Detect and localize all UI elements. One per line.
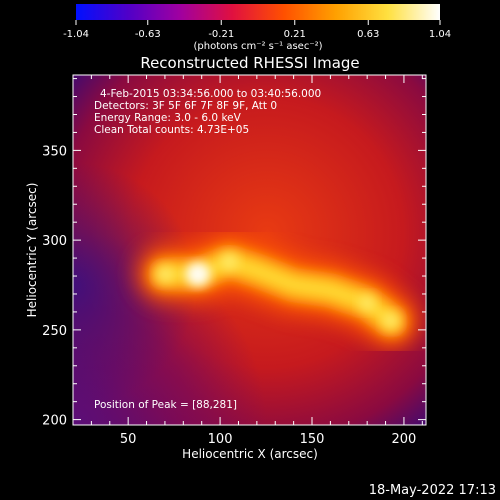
x-axis-ticks: 50 100 150 200: [90, 75, 423, 447]
chart-title: Reconstructed RHESSI Image: [140, 54, 359, 72]
ridge-hotspot: [221, 253, 238, 270]
y-axis-ticks: 200 250 300 350: [42, 78, 426, 429]
colorbar-gradient: [76, 4, 440, 20]
y-tick-label: 350: [42, 144, 67, 159]
ridge-hotspot: [359, 295, 375, 311]
colorbar-tick-label: -0.21: [208, 29, 234, 40]
heatmap-ridge: [135, 232, 421, 350]
heatmap-image: [73, 75, 426, 425]
y-tick-label: 250: [42, 324, 67, 339]
annotation-line: Energy Range: 3.0 - 6.0 keV: [94, 112, 242, 124]
y-tick-label: 300: [42, 234, 67, 249]
colorbar-tick-label: 1.04: [429, 29, 451, 40]
colorbar-units: (photons cm⁻² s⁻¹ asec⁻²): [193, 41, 322, 52]
x-tick-label: 150: [300, 432, 325, 447]
x-axis-label: Heliocentric X (arcsec): [182, 447, 318, 461]
colorbar-tick-label: 0.21: [284, 29, 306, 40]
colorbar-tick-label: -0.63: [135, 29, 161, 40]
annotation-block: 4-Feb-2015 03:34:56.000 to 03:40:56.000D…: [94, 88, 321, 136]
peak-label: Position of Peak = [88,281]: [94, 399, 237, 411]
plot-frame: [72, 74, 427, 426]
annotation-line: 4-Feb-2015 03:34:56.000 to 03:40:56.000: [100, 88, 321, 100]
annotation-line: Detectors: 3F 5F 6F 7F 8F 9F, Att 0: [94, 100, 277, 112]
y-tick-label: 200: [42, 414, 67, 429]
colorbar-tick-label: 0.63: [357, 29, 379, 40]
colorbar-ticks: -1.04 -0.63 -0.21 0.21 0.63 1.04: [63, 20, 451, 40]
colorbar: -1.04 -0.63 -0.21 0.21 0.63 1.04 (photons cm⁻…: [63, 4, 451, 52]
peak-marker: [188, 264, 209, 285]
x-tick-label: 100: [208, 432, 233, 447]
x-tick-label: 50: [120, 432, 137, 447]
colorbar-tick-label: -1.04: [63, 29, 89, 40]
ridge-hotspot: [157, 266, 173, 282]
timestamp: 18-May-2022 17:13: [369, 483, 496, 498]
y-axis-label: Heliocentric Y (arcsec): [25, 183, 39, 318]
ridge-hotspot: [383, 313, 399, 329]
annotation-line: Clean Total counts: 4.73E+05: [94, 124, 249, 136]
x-tick-label: 200: [392, 432, 417, 447]
